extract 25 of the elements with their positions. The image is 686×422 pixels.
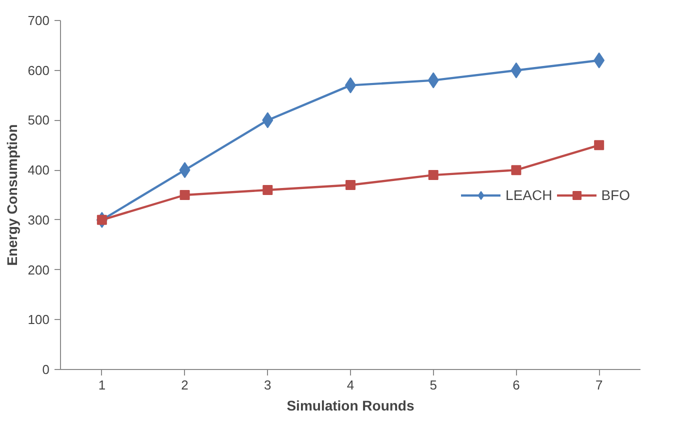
x-tick-label: 6 (512, 378, 520, 392)
x-axis-title: Simulation Rounds (286, 398, 414, 414)
point (511, 165, 522, 176)
point (346, 180, 356, 190)
x-tick-label: 5 (430, 378, 437, 392)
x-tick-label: 7 (595, 378, 603, 392)
y-tick-label: 500 (28, 112, 50, 128)
x-tick-label: 4 (346, 378, 354, 392)
y-tick-label: 600 (28, 62, 50, 78)
x-tick-label: 3 (264, 378, 272, 392)
point (180, 190, 190, 200)
y-tick-label: 700 (28, 13, 50, 28)
y-tick-label: 400 (28, 162, 50, 178)
legend-label: BFO (601, 186, 630, 202)
y-tick-label: 0 (42, 362, 50, 377)
point (428, 170, 438, 180)
y-tick-label: 200 (28, 262, 50, 278)
x-tick-label: 2 (181, 378, 188, 392)
y-tick-label: 300 (28, 212, 50, 228)
point (594, 140, 604, 150)
x-tick-label: 1 (98, 378, 106, 392)
legend-label: LEACH (506, 186, 552, 202)
y-tick-label: 100 (28, 312, 50, 328)
y-axis-title: Energy Consumption (4, 124, 20, 266)
point (262, 185, 273, 196)
